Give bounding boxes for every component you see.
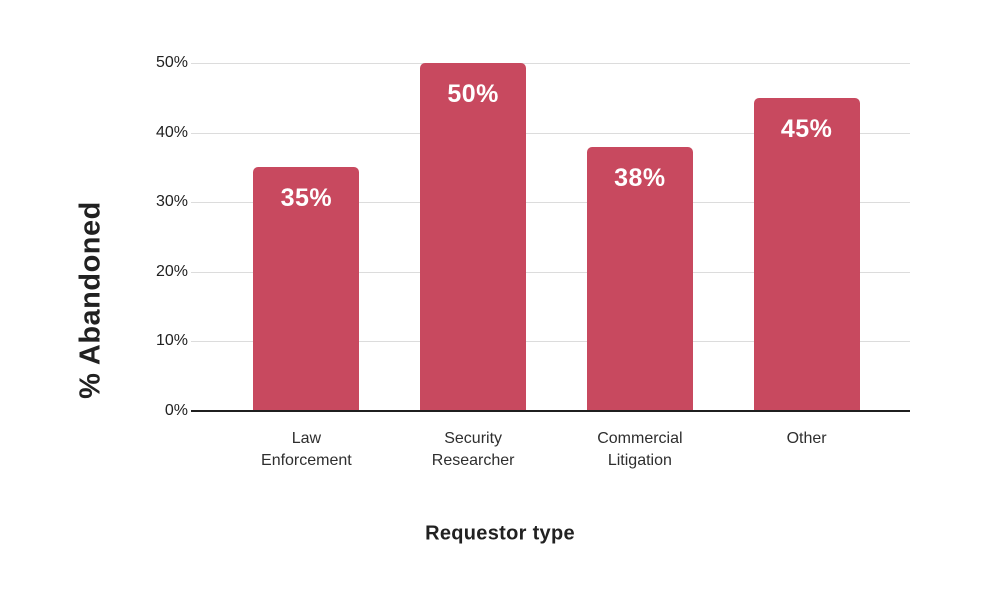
bar-value-label: 35% xyxy=(280,184,333,212)
x-axis-title: Requestor type xyxy=(425,522,575,545)
bar-other: 45% xyxy=(753,98,860,411)
category-slot: Security Researcher xyxy=(390,428,557,473)
bar-commercial-litigation: 38% xyxy=(586,147,693,411)
y-tick-labels: 0% 10% 20% 30% 40% 50% xyxy=(128,54,188,419)
category-label-security-researcher: Security Researcher xyxy=(431,430,515,470)
category-label-commercial-litigation: Commercial Litigation xyxy=(597,430,683,470)
category-label-law-enforcement: Law Enforcement xyxy=(261,430,352,470)
bar-slot: 45% xyxy=(723,63,890,411)
y-tick-label: 20% xyxy=(155,262,188,280)
gridline xyxy=(191,132,910,134)
y-tick-label: 10% xyxy=(155,332,188,350)
category-labels-row: Law Enforcement Security Researcher Commer… xyxy=(203,428,910,473)
bar-slot: 38% xyxy=(557,63,724,411)
category-slot: Law Enforcement xyxy=(223,428,390,473)
gridline xyxy=(191,341,910,343)
gridline xyxy=(191,63,910,64)
bar-value-label: 45% xyxy=(780,115,833,143)
bar-slot: 35% xyxy=(223,63,390,411)
bar-value-label: 50% xyxy=(447,80,499,108)
y-tick-label: 30% xyxy=(155,193,188,211)
plot-area: 35% 50% 38% 45% xyxy=(191,63,910,412)
y-tick-label: 50% xyxy=(155,54,188,71)
bar-value-label: 38% xyxy=(614,164,666,192)
x-axis-line xyxy=(191,410,910,412)
bar-law-enforcement: 35% xyxy=(253,167,360,411)
category-slot: Other xyxy=(723,428,890,473)
gridline xyxy=(191,271,910,273)
category-label-other: Other xyxy=(786,430,827,447)
category-slot: Commercial Litigation xyxy=(557,428,724,473)
y-axis-title: % Abandoned xyxy=(74,201,107,399)
bar-security-researcher: 50% xyxy=(420,63,527,411)
y-tick-label: 40% xyxy=(155,123,188,141)
y-tick-label: 0% xyxy=(164,402,188,419)
bar-slot: 50% xyxy=(390,63,557,411)
gridline xyxy=(191,202,910,204)
bars-row: 35% 50% 38% 45% xyxy=(203,63,910,411)
